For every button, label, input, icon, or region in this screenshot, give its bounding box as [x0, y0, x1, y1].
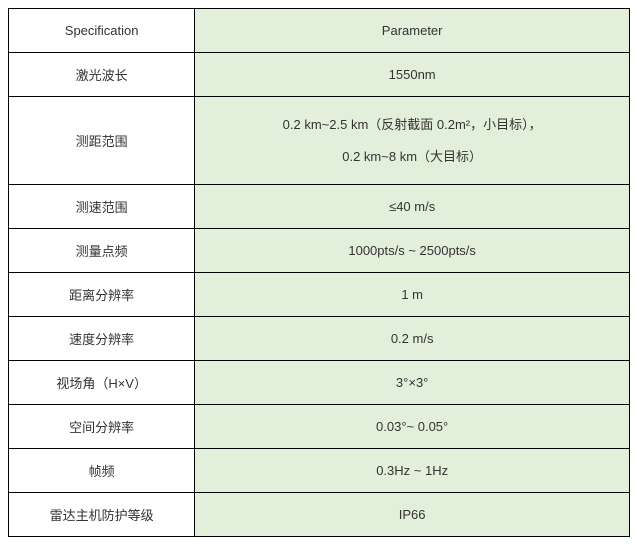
param-line-1: 0.2 km~2.5 km（反射截面 0.2m²，小目标），: [195, 109, 629, 140]
param-cell: 0.03°~ 0.05°: [195, 405, 630, 449]
table-row: 测距范围 0.2 km~2.5 km（反射截面 0.2m²，小目标）， 0.2 …: [9, 97, 630, 185]
spec-cell: 帧频: [9, 449, 195, 493]
param-cell: 3°×3°: [195, 361, 630, 405]
param-cell: 0.3Hz ~ 1Hz: [195, 449, 630, 493]
table-row: 速度分辨率 0.2 m/s: [9, 317, 630, 361]
header-parameter: Parameter: [195, 9, 630, 53]
spec-cell: 测速范围: [9, 185, 195, 229]
param-cell: 1 m: [195, 273, 630, 317]
param-cell: ≤40 m/s: [195, 185, 630, 229]
param-cell: 1000pts/s ~ 2500pts/s: [195, 229, 630, 273]
spec-cell: 测量点频: [9, 229, 195, 273]
spec-cell: 速度分辨率: [9, 317, 195, 361]
table-row: 帧频 0.3Hz ~ 1Hz: [9, 449, 630, 493]
param-cell: 0.2 m/s: [195, 317, 630, 361]
table-row: 距离分辨率 1 m: [9, 273, 630, 317]
spec-cell: 视场角（H×V）: [9, 361, 195, 405]
spec-cell: 距离分辨率: [9, 273, 195, 317]
table-header-row: Specification Parameter: [9, 9, 630, 53]
param-cell: 0.2 km~2.5 km（反射截面 0.2m²，小目标）， 0.2 km~8 …: [195, 97, 630, 185]
spec-cell: 空间分辨率: [9, 405, 195, 449]
header-specification: Specification: [9, 9, 195, 53]
table-row: 测量点频 1000pts/s ~ 2500pts/s: [9, 229, 630, 273]
table-row: 空间分辨率 0.03°~ 0.05°: [9, 405, 630, 449]
param-cell: 1550nm: [195, 53, 630, 97]
spec-cell: 激光波长: [9, 53, 195, 97]
table-row: 测速范围 ≤40 m/s: [9, 185, 630, 229]
spec-table: Specification Parameter 激光波长 1550nm 测距范围…: [8, 8, 630, 537]
table-row: 激光波长 1550nm: [9, 53, 630, 97]
table-row: 视场角（H×V） 3°×3°: [9, 361, 630, 405]
spec-cell: 测距范围: [9, 97, 195, 185]
param-line-2: 0.2 km~8 km（大目标）: [195, 141, 629, 172]
